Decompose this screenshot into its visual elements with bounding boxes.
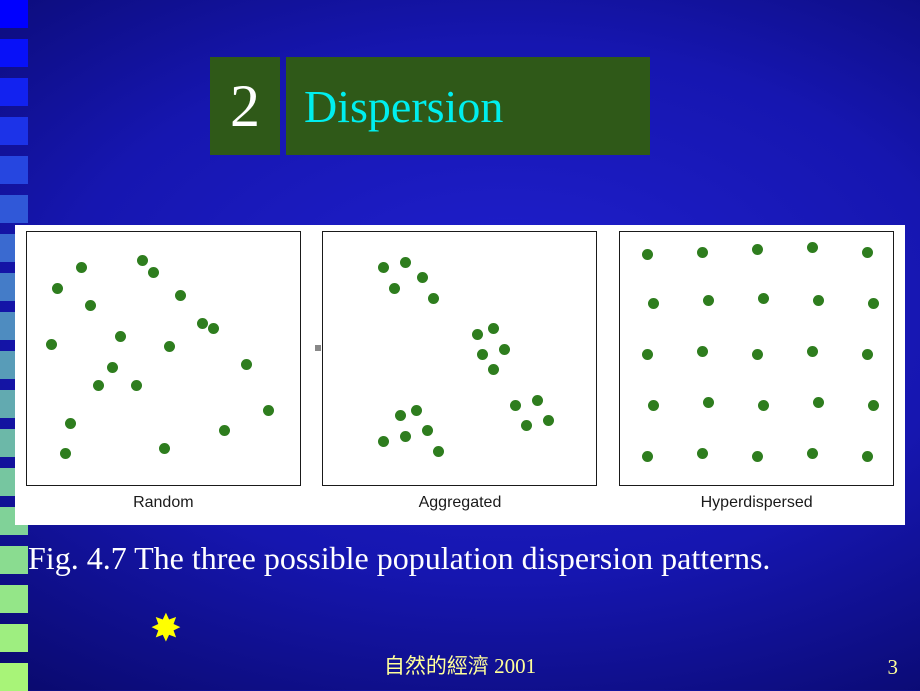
data-point xyxy=(131,380,142,391)
data-point xyxy=(148,267,159,278)
data-point xyxy=(395,410,406,421)
dispersion-panel xyxy=(322,231,597,486)
data-point xyxy=(115,331,126,342)
center-mark xyxy=(315,345,321,351)
decor-block xyxy=(0,78,28,106)
data-point xyxy=(758,400,769,411)
footer-text: 自然的經濟 2001 xyxy=(0,650,920,680)
data-point xyxy=(389,283,400,294)
section-number: 2 xyxy=(230,72,260,141)
data-point xyxy=(477,349,488,360)
data-point xyxy=(46,339,57,350)
data-point xyxy=(758,293,769,304)
data-point xyxy=(263,405,274,416)
dispersion-panel xyxy=(619,231,894,486)
figure-caption: Fig. 4.7 The three possible population d… xyxy=(28,540,770,577)
data-point xyxy=(400,431,411,442)
decor-block xyxy=(0,156,28,184)
data-point xyxy=(219,425,230,436)
dispersion-panel xyxy=(26,231,301,486)
panel-label: Hyperdispersed xyxy=(701,494,813,512)
data-point xyxy=(400,257,411,268)
data-point xyxy=(862,451,873,462)
data-point xyxy=(65,418,76,429)
data-point xyxy=(417,272,428,283)
data-point xyxy=(868,400,879,411)
data-point xyxy=(642,349,653,360)
data-point xyxy=(433,446,444,457)
data-point xyxy=(521,420,532,431)
data-point xyxy=(642,451,653,462)
data-point xyxy=(510,400,521,411)
decor-block xyxy=(0,546,28,574)
data-point xyxy=(703,295,714,306)
data-point xyxy=(703,397,714,408)
data-point xyxy=(532,395,543,406)
decor-block xyxy=(0,585,28,613)
data-point xyxy=(697,448,708,459)
panel-wrap: Aggregated xyxy=(322,231,597,512)
decor-block xyxy=(0,0,28,28)
data-point xyxy=(752,349,763,360)
data-point xyxy=(52,283,63,294)
data-point xyxy=(60,448,71,459)
data-point xyxy=(197,318,208,329)
data-point xyxy=(648,400,659,411)
data-point xyxy=(107,362,118,373)
data-point xyxy=(807,346,818,357)
data-point xyxy=(813,295,824,306)
panel-label: Random xyxy=(133,494,193,512)
data-point xyxy=(813,397,824,408)
data-point xyxy=(208,323,219,334)
data-point xyxy=(807,448,818,459)
data-point xyxy=(137,255,148,266)
decor-block xyxy=(0,624,28,652)
data-point xyxy=(378,436,389,447)
data-point xyxy=(378,262,389,273)
data-point xyxy=(648,298,659,309)
data-point xyxy=(862,247,873,258)
panel-label: Aggregated xyxy=(419,494,502,512)
data-point xyxy=(411,405,422,416)
data-point xyxy=(697,247,708,258)
panel-wrap: Hyperdispersed xyxy=(619,231,894,512)
section-title-text: Dispersion xyxy=(304,80,503,133)
data-point xyxy=(752,244,763,255)
data-point xyxy=(868,298,879,309)
data-point xyxy=(488,323,499,334)
data-point xyxy=(488,364,499,375)
data-point xyxy=(241,359,252,370)
decor-block xyxy=(0,195,28,223)
data-point xyxy=(175,290,186,301)
data-point xyxy=(164,341,175,352)
decor-block xyxy=(0,39,28,67)
dispersion-figure: Random Aggregated Hyperdispersed xyxy=(15,225,905,525)
data-point xyxy=(159,443,170,454)
data-point xyxy=(543,415,554,426)
data-point xyxy=(499,344,510,355)
decor-block xyxy=(0,117,28,145)
page-number: 3 xyxy=(888,655,899,680)
data-point xyxy=(428,293,439,304)
section-number-box: 2 xyxy=(210,57,280,155)
data-point xyxy=(807,242,818,253)
section-title-box: Dispersion xyxy=(286,57,650,155)
data-point xyxy=(85,300,96,311)
data-point xyxy=(472,329,483,340)
data-point xyxy=(697,346,708,357)
data-point xyxy=(862,349,873,360)
data-point xyxy=(752,451,763,462)
data-point xyxy=(93,380,104,391)
data-point xyxy=(76,262,87,273)
panel-wrap: Random xyxy=(26,231,301,512)
data-point xyxy=(422,425,433,436)
star-bullet-icon: ✸ xyxy=(150,610,182,648)
data-point xyxy=(642,249,653,260)
section-title-band: 2 Dispersion xyxy=(210,57,650,155)
